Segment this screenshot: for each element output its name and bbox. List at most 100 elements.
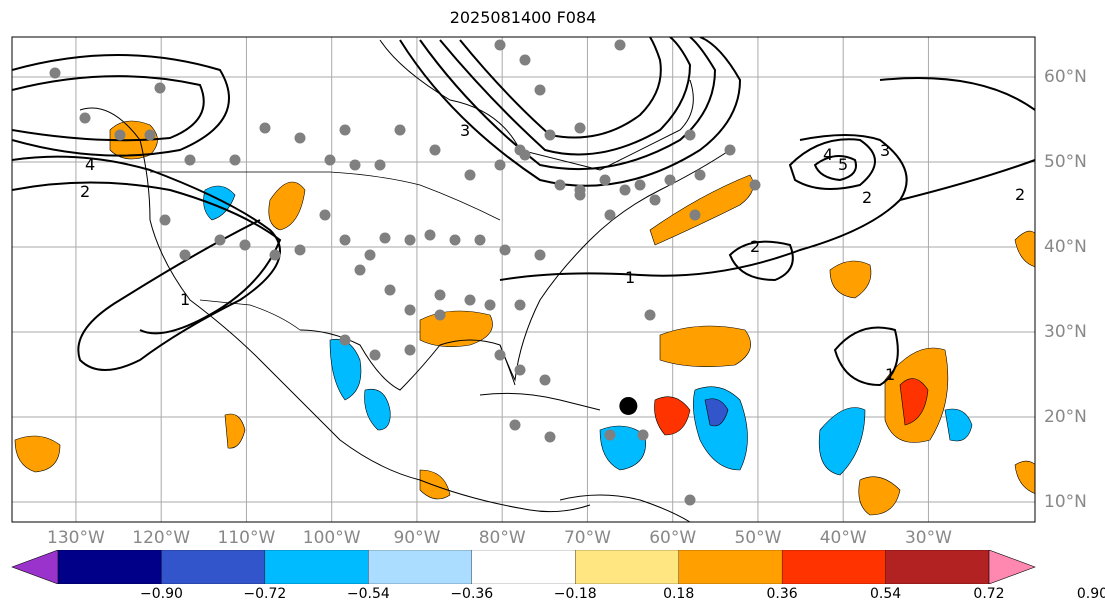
longitude-label: 120°W <box>132 528 191 548</box>
colorbar-segment <box>471 550 576 584</box>
station-dot <box>404 234 416 246</box>
contour-label: 1 <box>625 268 635 287</box>
station-dot <box>354 264 366 276</box>
anomaly-region <box>419 469 451 500</box>
station-dot <box>544 431 556 443</box>
longitude-label: 60°W <box>649 528 697 548</box>
anomaly-region <box>14 435 61 473</box>
contour-line <box>12 155 281 371</box>
colorbar-segment <box>264 550 369 584</box>
contour-line <box>12 54 230 157</box>
storm-center-marker <box>619 396 638 415</box>
anomaly-region <box>944 408 973 442</box>
contour-line <box>12 181 282 335</box>
station-dot <box>749 179 761 191</box>
station-dot <box>494 349 506 361</box>
station-dot <box>604 209 616 221</box>
station-dot <box>154 82 166 94</box>
colorbar-extend-min <box>11 550 59 584</box>
station-dot <box>214 234 226 246</box>
station-dot <box>684 494 696 506</box>
station-dot <box>179 249 191 261</box>
south-america-coast <box>559 494 691 522</box>
anomaly-region <box>899 378 929 426</box>
station-dot <box>424 229 436 241</box>
contour-line <box>728 240 794 282</box>
anomaly-region <box>818 407 866 476</box>
us-mexico-border <box>199 299 301 331</box>
station-dot <box>544 129 556 141</box>
colorbar-tick-label: −0.36 <box>450 586 494 602</box>
colorbar-tick-label: −0.90 <box>139 586 183 602</box>
station-dot <box>514 144 526 156</box>
station-dot <box>604 429 616 441</box>
station-dot <box>519 54 531 66</box>
colorbar-extend-max <box>988 550 1036 584</box>
gulf-coast <box>299 149 731 391</box>
station-dot <box>634 179 646 191</box>
station-dot <box>464 169 476 181</box>
station-dot <box>574 122 586 134</box>
contour-label: 2 <box>1015 185 1025 204</box>
anomaly-region <box>1014 460 1035 494</box>
station-dot <box>649 194 661 206</box>
station-dot <box>239 239 251 251</box>
colorbar-tick-label: −0.18 <box>553 586 597 602</box>
colorbar-tick-label: −0.54 <box>346 586 390 602</box>
colorbar-segment <box>781 550 886 584</box>
colorbar-segment <box>57 550 162 584</box>
longitude-label: 80°W <box>478 528 526 548</box>
anomaly-region <box>858 476 901 516</box>
station-dot <box>49 67 61 79</box>
contour-line <box>459 37 662 139</box>
station-dot <box>644 309 656 321</box>
coastlines <box>79 39 731 522</box>
us-canada-border <box>150 171 501 221</box>
north-america-coast <box>79 107 591 513</box>
anomaly-region <box>364 388 391 431</box>
contour-label: 2 <box>80 182 90 201</box>
anomaly-region <box>654 396 691 436</box>
station-dot <box>324 154 336 166</box>
longitude-label: 30°W <box>904 528 952 548</box>
station-dot <box>494 159 506 171</box>
contour-label: 2 <box>862 188 872 207</box>
station-dot <box>464 294 476 306</box>
station-dot <box>499 244 511 256</box>
station-dot <box>509 419 521 431</box>
station-dot <box>79 112 91 124</box>
cuba <box>479 392 601 411</box>
station-dots <box>49 39 761 506</box>
station-dot <box>269 249 281 261</box>
contour-line <box>899 159 1035 201</box>
colorbar-segment <box>368 550 472 584</box>
contour-line <box>879 77 1035 111</box>
station-dot <box>144 129 156 141</box>
contour-line <box>419 37 717 171</box>
station-dot <box>434 289 446 301</box>
station-dot <box>664 174 676 186</box>
station-dot <box>114 129 126 141</box>
latitude-label: 50°N <box>1044 152 1087 172</box>
colorbar <box>11 550 1036 584</box>
colorbar-tick-label: 0.18 <box>663 586 695 602</box>
station-dot <box>339 234 351 246</box>
contour-line <box>12 75 205 142</box>
anomaly-region <box>659 325 751 367</box>
longitude-label: 50°W <box>734 528 782 548</box>
map-title: 2025081400 F084 <box>449 8 597 27</box>
contour-label: 1 <box>180 290 190 309</box>
station-dot <box>294 244 306 256</box>
station-dot <box>534 84 546 96</box>
station-dot <box>294 132 306 144</box>
anomaly-region <box>203 185 236 221</box>
station-dot <box>694 169 706 181</box>
station-dot <box>534 249 546 261</box>
station-dot <box>379 232 391 244</box>
station-dot <box>514 364 526 376</box>
colorbar-segment <box>678 550 783 584</box>
station-dot <box>394 124 406 136</box>
longitude-label: 70°W <box>563 528 611 548</box>
colorbar-tick-label: 0.72 <box>973 586 1005 602</box>
weather-map: 1 1 2 2 2 3 3 4 4 5 1 2 <box>11 36 1036 523</box>
